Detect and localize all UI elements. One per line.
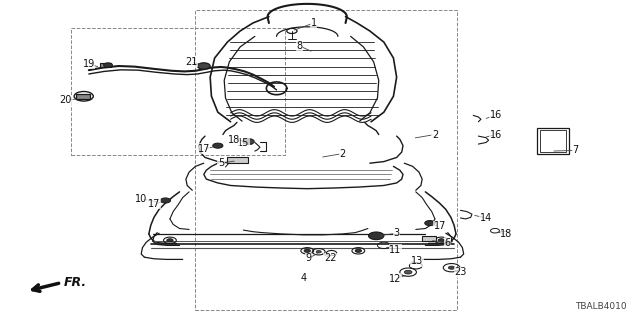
Text: 17: 17 xyxy=(198,144,210,154)
Text: 7: 7 xyxy=(572,146,579,156)
Text: 14: 14 xyxy=(480,213,492,223)
Circle shape xyxy=(212,143,223,148)
Text: 1: 1 xyxy=(310,18,317,28)
Bar xyxy=(422,236,436,241)
Circle shape xyxy=(438,239,445,242)
Text: 13: 13 xyxy=(411,256,423,266)
Text: 3: 3 xyxy=(394,228,400,238)
Circle shape xyxy=(243,139,254,144)
Text: 12: 12 xyxy=(389,274,401,284)
Bar xyxy=(537,128,569,154)
Text: 23: 23 xyxy=(454,267,467,277)
Text: 11: 11 xyxy=(389,245,401,255)
Text: 18: 18 xyxy=(500,229,513,239)
Circle shape xyxy=(355,249,362,252)
Text: 17: 17 xyxy=(434,221,446,231)
Circle shape xyxy=(404,270,412,274)
Text: 15: 15 xyxy=(237,139,250,148)
Bar xyxy=(227,157,248,163)
Circle shape xyxy=(197,63,210,69)
Circle shape xyxy=(304,249,310,252)
Text: 2: 2 xyxy=(432,130,438,140)
Text: 9: 9 xyxy=(305,253,312,263)
Bar xyxy=(100,63,111,67)
Circle shape xyxy=(369,232,384,240)
Text: 8: 8 xyxy=(296,41,303,51)
Text: 18: 18 xyxy=(228,135,240,145)
Bar xyxy=(540,130,566,152)
Text: 10: 10 xyxy=(135,194,147,204)
Text: 22: 22 xyxy=(324,253,337,263)
Circle shape xyxy=(167,239,173,242)
Text: TBALB4010: TBALB4010 xyxy=(575,302,627,311)
Circle shape xyxy=(449,266,455,269)
Text: 16: 16 xyxy=(490,130,502,140)
Circle shape xyxy=(104,63,113,67)
Circle shape xyxy=(316,251,321,253)
Text: 20: 20 xyxy=(60,95,72,105)
Text: 4: 4 xyxy=(301,273,307,283)
Circle shape xyxy=(161,198,171,203)
Text: FR.: FR. xyxy=(63,276,86,289)
Text: 5: 5 xyxy=(218,158,224,168)
Circle shape xyxy=(425,220,435,226)
Text: 17: 17 xyxy=(148,199,160,209)
Text: 19: 19 xyxy=(83,59,95,69)
Text: 21: 21 xyxy=(185,57,197,67)
Bar xyxy=(76,94,90,100)
Text: 2: 2 xyxy=(339,148,346,159)
Text: 6: 6 xyxy=(445,238,451,248)
Text: 16: 16 xyxy=(490,110,502,120)
